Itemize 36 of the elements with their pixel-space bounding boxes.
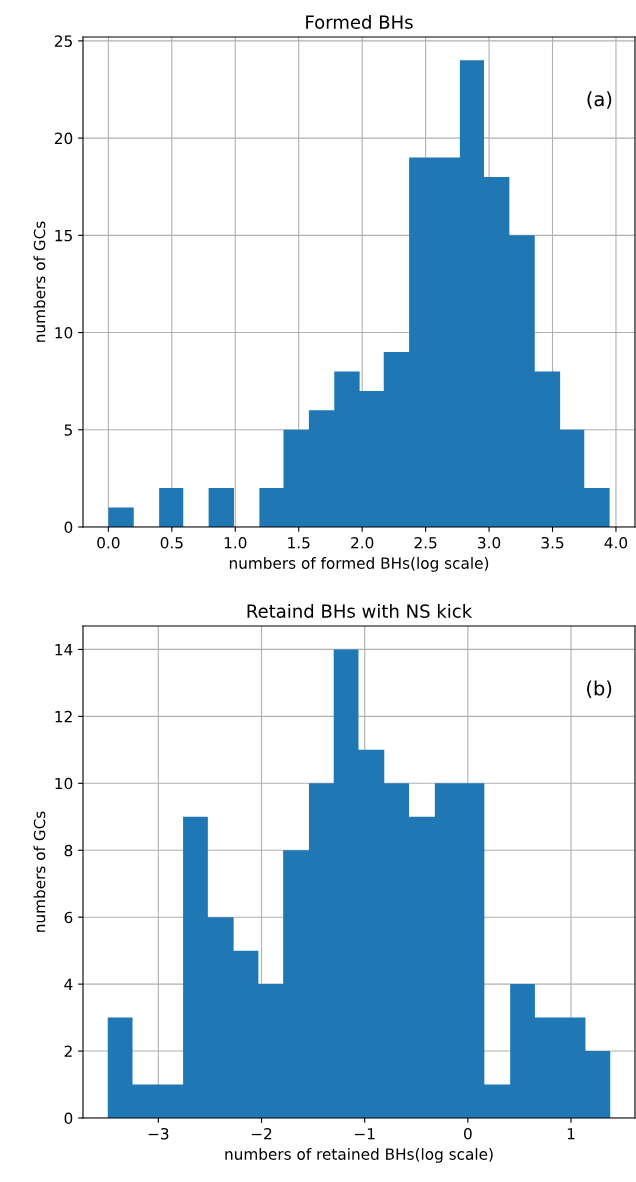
y-axis-title: numbers of GCs: [33, 221, 46, 342]
x-tick-label: 3.5: [541, 536, 564, 549]
annotation: (a): [587, 91, 612, 109]
x-tick-label: −3: [148, 1127, 169, 1140]
y-tick-label: 15: [55, 230, 72, 242]
x-axis-title: numbers of formed BHs(log scale): [229, 557, 489, 572]
y-tick-label: 0: [64, 1112, 73, 1125]
y-tick-label: 0: [64, 521, 73, 534]
x-tick-label: 1.0: [224, 536, 247, 549]
y-tick-label: 20: [54, 132, 73, 145]
x-tick-label: 3.0: [478, 536, 501, 549]
annotation: (b): [587, 680, 612, 698]
chart-title: Formed BHs: [306, 14, 413, 29]
y-tick-label: 10: [55, 777, 73, 790]
x-tick-label: 1: [567, 1128, 575, 1140]
y-tick-label: 4: [64, 978, 73, 990]
y-tick-label: 10: [55, 327, 73, 339]
x-tick-label: 2.0: [351, 536, 374, 549]
y-tick-label: 2: [64, 1045, 72, 1057]
y-tick-label: 12: [55, 710, 72, 723]
x-tick-label: −2: [251, 1127, 272, 1140]
x-tick-label: 1.5: [288, 537, 310, 549]
y-tick-label: 8: [64, 844, 73, 857]
chart-title: Retaind BHs with NS kick: [247, 603, 473, 618]
y-tick-label: 6: [64, 911, 73, 924]
x-tick-label: 0.5: [160, 536, 183, 549]
y-axis-title: numbers of GCs: [33, 811, 46, 932]
x-tick-label: −1: [355, 1128, 375, 1140]
x-tick-label: 4.0: [604, 536, 628, 549]
x-tick-label: 0: [464, 1127, 472, 1140]
x-axis-title: numbers of retained BHs(log scale): [225, 1148, 493, 1163]
x-tick-label: 0.0: [97, 536, 120, 549]
y-tick-label: 5: [64, 424, 72, 436]
y-tick-label: 14: [55, 644, 73, 656]
y-tick-label: 25: [54, 35, 72, 47]
x-tick-label: 2.5: [414, 536, 437, 549]
